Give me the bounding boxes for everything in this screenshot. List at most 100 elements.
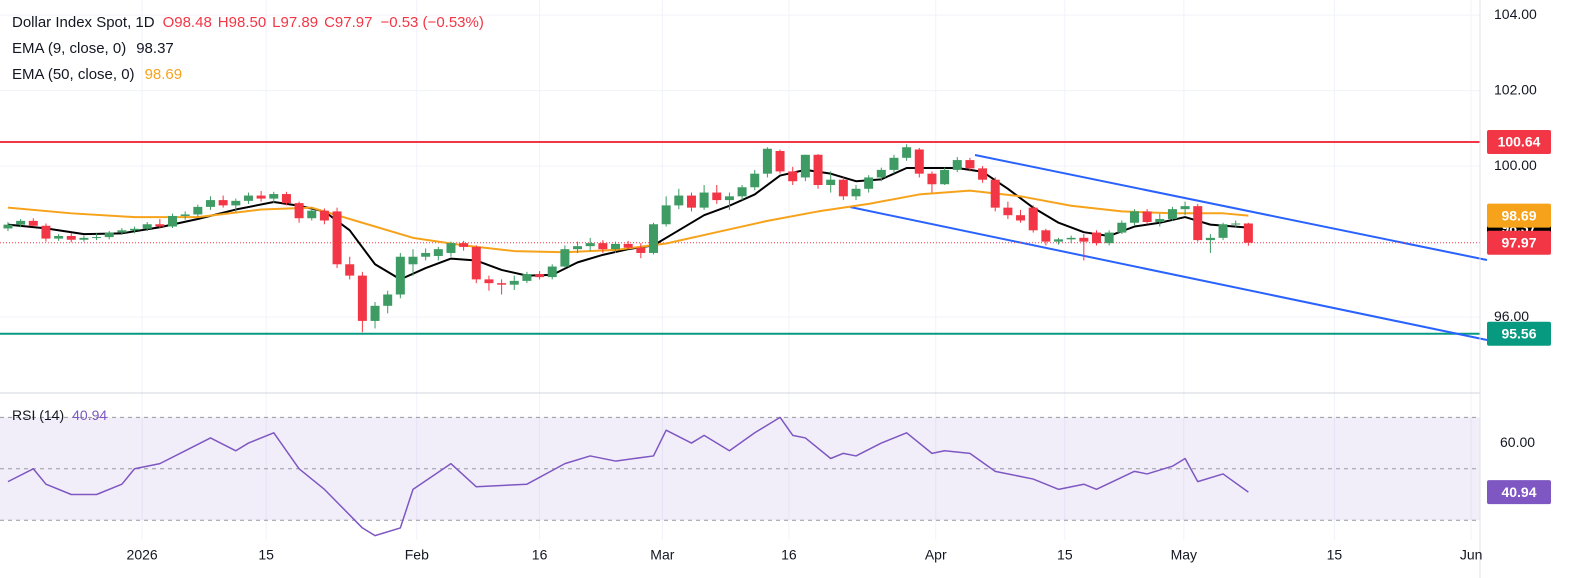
candle-body bbox=[1129, 211, 1139, 223]
candle-body bbox=[155, 224, 165, 227]
x-tick-label: 16 bbox=[532, 547, 548, 563]
ema9-name: EMA (9, close, 0) bbox=[12, 40, 126, 57]
candle-body bbox=[686, 195, 696, 208]
candle-body bbox=[813, 154, 823, 185]
candle-body bbox=[433, 249, 443, 256]
candle-body bbox=[168, 215, 178, 227]
candle-body bbox=[104, 232, 114, 238]
change-label: −0.53 (−0.53%) bbox=[380, 14, 483, 31]
candle-body bbox=[459, 243, 469, 247]
rsi-tick-label: 60.00 bbox=[1500, 434, 1535, 450]
x-tick-label: Apr bbox=[925, 547, 947, 563]
x-tick-label: Mar bbox=[650, 547, 674, 563]
candle-body bbox=[205, 200, 215, 207]
close-label: C97.97 bbox=[324, 14, 372, 31]
rsi-value: 40.94 bbox=[72, 407, 107, 423]
candle-body bbox=[1054, 239, 1064, 242]
candle-body bbox=[66, 235, 76, 240]
rsi-legend: RSI (14) 40.94 bbox=[12, 407, 107, 423]
y-tick-label: 104.00 bbox=[1494, 6, 1537, 22]
candle-body bbox=[497, 283, 507, 285]
candle-body bbox=[421, 252, 431, 257]
price-badge-label: 98.69 bbox=[1501, 207, 1536, 223]
low-label: L97.89 bbox=[272, 14, 318, 31]
candle-body bbox=[1180, 206, 1190, 210]
candle-body bbox=[636, 247, 646, 253]
ema50-legend: EMA (50, close, 0) 98.69 bbox=[12, 66, 182, 83]
candle-body bbox=[1066, 237, 1076, 240]
grid bbox=[0, 0, 1480, 540]
candle-body bbox=[699, 192, 709, 208]
candle-body bbox=[383, 294, 393, 306]
x-tick-label: 15 bbox=[1327, 547, 1343, 563]
candle-body bbox=[623, 243, 633, 248]
candle-body bbox=[281, 194, 291, 204]
x-tick-label: Jun bbox=[1460, 547, 1483, 563]
open-label: O98.48 bbox=[163, 14, 212, 31]
candle-body bbox=[130, 228, 140, 231]
candle-body bbox=[395, 256, 405, 295]
candle-body bbox=[598, 243, 608, 250]
price-badge bbox=[1487, 230, 1551, 255]
candle-body bbox=[269, 194, 279, 199]
candle-body bbox=[940, 169, 950, 185]
price-badge bbox=[1487, 321, 1551, 346]
candle-body bbox=[231, 200, 241, 206]
candle-body bbox=[990, 179, 1000, 208]
candle-body bbox=[484, 279, 494, 284]
candle-body bbox=[648, 224, 658, 253]
x-tick-label: 16 bbox=[781, 547, 797, 563]
candle-body bbox=[573, 246, 583, 250]
candle-body bbox=[54, 235, 64, 239]
price-badge-label: 95.56 bbox=[1501, 325, 1536, 341]
candle-body bbox=[16, 220, 26, 225]
candle-body bbox=[294, 203, 304, 219]
y-tick-label: 100.00 bbox=[1494, 157, 1537, 173]
ema9-value: 98.37 bbox=[136, 40, 174, 57]
candle-body bbox=[1193, 206, 1203, 241]
candle-body bbox=[1155, 218, 1165, 222]
candle-body bbox=[142, 224, 152, 229]
candle-body bbox=[509, 280, 519, 285]
candle-body bbox=[1117, 222, 1127, 233]
candle-body bbox=[762, 148, 772, 174]
candle-body bbox=[357, 275, 367, 321]
price-badge-label: 40.94 bbox=[1501, 484, 1536, 500]
candle-body bbox=[788, 171, 798, 182]
candle-body bbox=[978, 168, 988, 180]
candle-body bbox=[92, 237, 102, 239]
candle-body bbox=[1218, 224, 1228, 238]
legend-title: Dollar Index Spot, 1D O98.48 H98.50 L97.89 C… bbox=[12, 14, 484, 31]
marks bbox=[0, 140, 1488, 537]
candle-body bbox=[876, 169, 886, 178]
candle-body bbox=[41, 225, 51, 239]
candle-body bbox=[826, 179, 836, 185]
candle-body bbox=[585, 243, 595, 247]
candle-body bbox=[611, 243, 621, 250]
candle-body bbox=[28, 220, 38, 226]
high-label: H98.50 bbox=[218, 14, 266, 31]
candle-body bbox=[712, 192, 722, 201]
ema50-name: EMA (50, close, 0) bbox=[12, 66, 135, 83]
candle-body bbox=[1142, 211, 1152, 222]
candle-body bbox=[218, 200, 228, 206]
candle-body bbox=[446, 243, 456, 253]
candle-body bbox=[79, 237, 89, 240]
x-tick-label: 15 bbox=[1057, 547, 1073, 563]
candle-body bbox=[851, 188, 861, 197]
y-tick-label: 96.00 bbox=[1494, 308, 1529, 324]
x-tick-label: 15 bbox=[258, 547, 274, 563]
candle-body bbox=[1104, 232, 1114, 244]
candle-body bbox=[3, 224, 13, 229]
candle-body bbox=[471, 246, 481, 280]
candle-body bbox=[117, 230, 127, 233]
candle-body bbox=[345, 264, 355, 276]
y-tick-label: 102.00 bbox=[1494, 81, 1537, 97]
candle-body bbox=[1079, 237, 1089, 242]
x-tick-label: 2026 bbox=[127, 547, 158, 563]
candle-body bbox=[522, 274, 532, 281]
candle-body bbox=[889, 157, 899, 170]
candle-body bbox=[965, 160, 975, 169]
candle-body bbox=[800, 154, 810, 178]
candle-body bbox=[1243, 223, 1253, 243]
